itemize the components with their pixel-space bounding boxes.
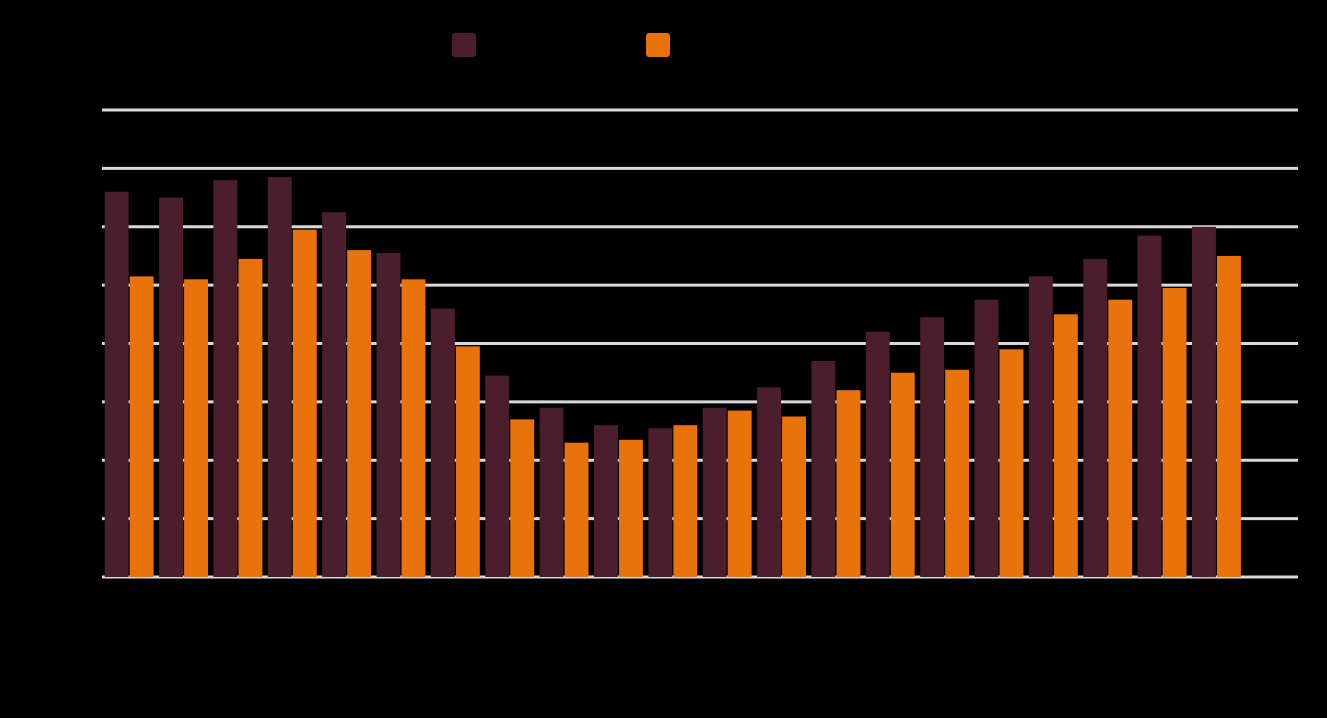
bar-series-2 [1053, 314, 1078, 577]
bar-series-2 [184, 279, 208, 577]
bars [104, 177, 1241, 578]
bar-series-2 [455, 346, 480, 577]
bar-series-1 [539, 407, 564, 577]
bar-series-2 [129, 276, 154, 577]
bar-series-1 [757, 387, 781, 577]
bar-series-1 [1192, 226, 1216, 578]
bar-series-2 [673, 425, 698, 577]
bar-series-2 [1217, 255, 1241, 577]
bar-series-2 [945, 369, 970, 577]
bar-series-1 [267, 177, 292, 577]
bar-series-1 [648, 428, 673, 577]
bar-series-1 [322, 212, 347, 577]
legend-swatch-series-2 [646, 33, 670, 57]
bar-series-2 [782, 416, 806, 577]
bar-series-1 [1028, 276, 1053, 577]
bar-series-1 [811, 361, 836, 577]
bar-series-1 [865, 331, 890, 577]
bar-series-1 [974, 299, 999, 577]
bar-series-2 [347, 250, 372, 577]
bar-series-1 [104, 191, 129, 577]
bar-series-1 [594, 425, 618, 577]
bar-series-2 [890, 372, 915, 577]
bar-series-1 [159, 197, 183, 577]
legend-swatch-series-1 [452, 33, 476, 57]
bar-series-2 [238, 258, 263, 577]
bar-series-2 [401, 279, 426, 577]
bar-series-2 [999, 349, 1024, 577]
bar-series-2 [1162, 288, 1187, 577]
bar-series-2 [727, 410, 752, 577]
bar-series-1 [376, 253, 401, 577]
bar-series-1 [920, 317, 945, 577]
bar-series-2 [564, 442, 589, 577]
bar-series-2 [619, 439, 643, 577]
bar-series-1 [213, 180, 238, 577]
legend [452, 33, 670, 57]
bar-series-2 [1108, 299, 1133, 577]
bar-series-2 [510, 419, 535, 577]
bar-series-1 [485, 375, 510, 577]
bar-series-1 [702, 407, 727, 577]
bar-series-1 [1137, 235, 1162, 577]
bar-series-2 [836, 390, 861, 577]
bar-series-2 [292, 229, 317, 577]
bar-series-1 [1083, 258, 1108, 577]
bar-series-1 [430, 308, 455, 577]
